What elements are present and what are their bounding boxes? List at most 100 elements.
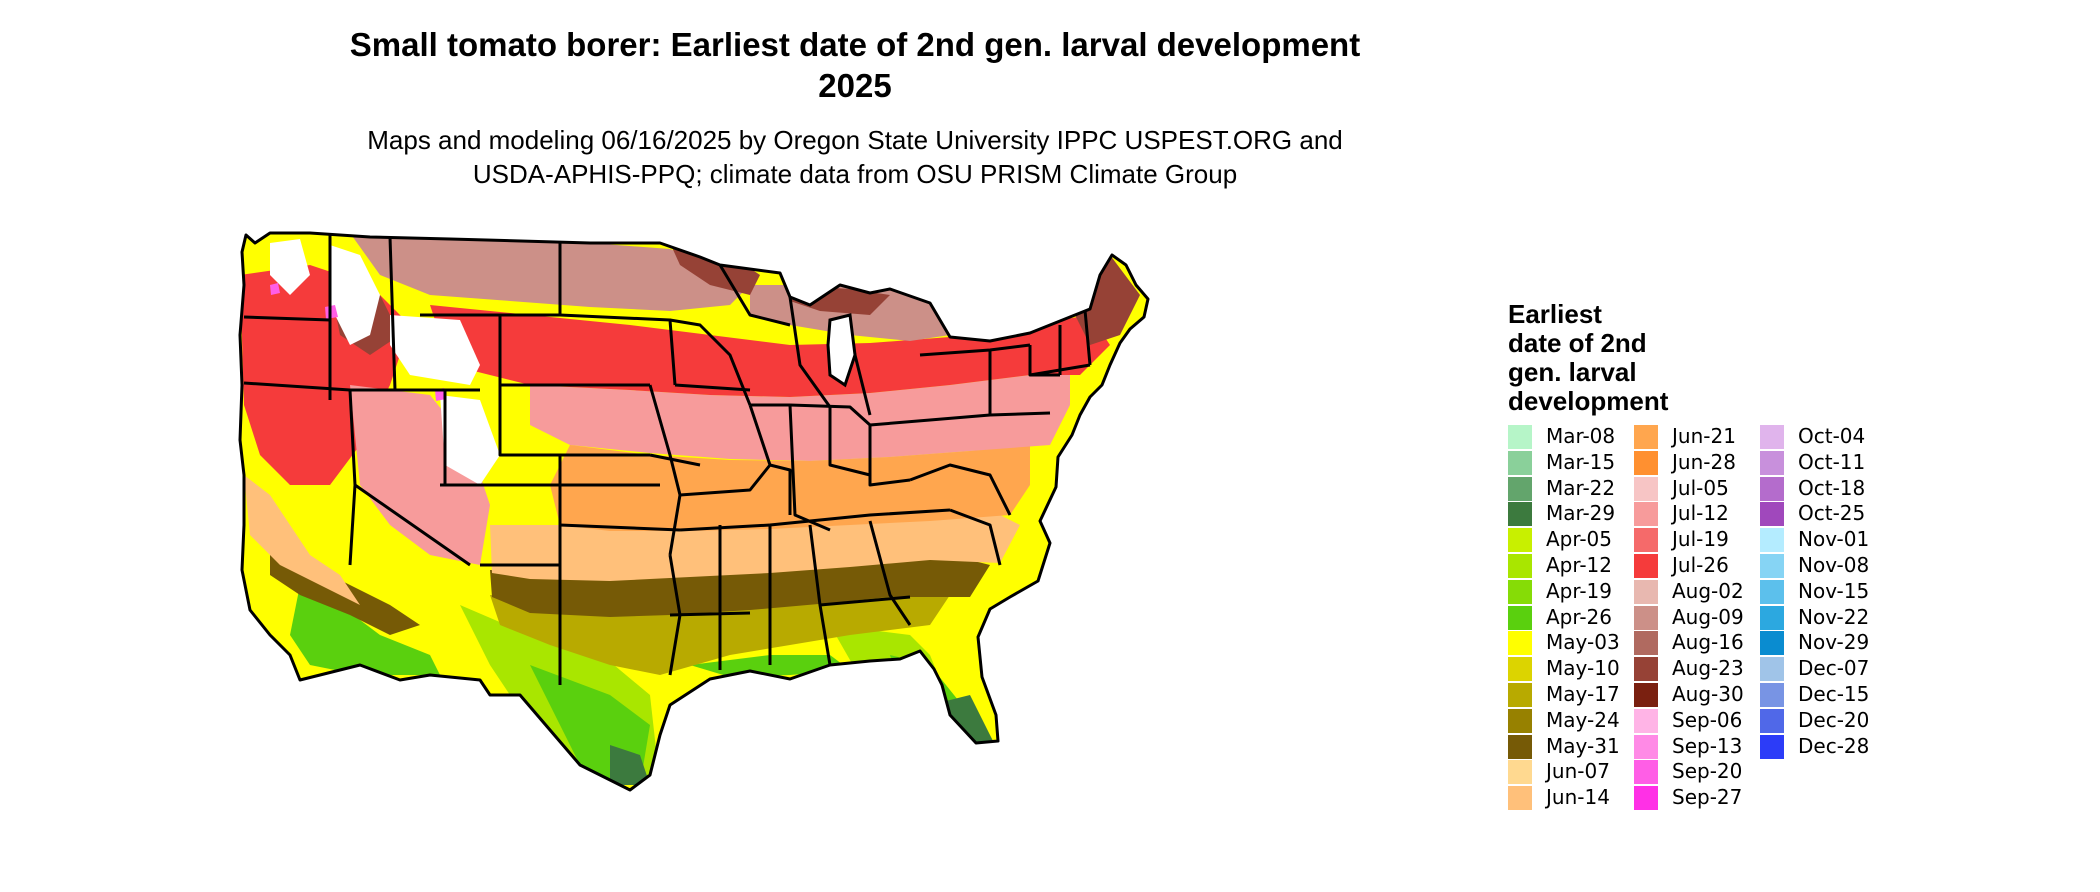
state-border-path	[868, 425, 911, 487]
legend-swatch	[1634, 502, 1658, 527]
state-border-path	[788, 296, 832, 408]
legend-item: Jul-26	[1634, 553, 1758, 578]
legend-swatch	[1760, 708, 1784, 733]
legend-label: May-17	[1546, 682, 1620, 706]
legend-item: Sep-06	[1634, 708, 1758, 733]
legend-label: Mar-22	[1546, 475, 1616, 500]
state-border-path	[679, 404, 772, 497]
zone-mountain-fringe-3	[270, 283, 280, 295]
legend-swatch	[1634, 605, 1658, 630]
legend-label: Dec-07	[1798, 656, 1870, 681]
legend-item: Apr-12	[1508, 553, 1632, 578]
legend-item: Jun-14	[1508, 785, 1632, 811]
state-border-path	[348, 484, 357, 566]
legend-item: Oct-11	[1760, 450, 1884, 475]
legend-item: Aug-30	[1634, 682, 1758, 707]
zone-west-coast-warm	[244, 475, 360, 605]
legend-swatch	[1634, 450, 1658, 475]
legend-item: Jun-07	[1508, 759, 1632, 785]
zone-mountains-cascade	[270, 239, 310, 295]
state-border-path	[989, 411, 1051, 417]
legend-item: Mar-08	[1508, 424, 1632, 449]
legend-swatch	[1508, 605, 1532, 630]
legend-item: Dec-28	[1760, 734, 1884, 759]
legend-item: Jul-05	[1634, 476, 1758, 501]
legend-label: Jun-28	[1672, 449, 1736, 474]
legend-item: Mar-29	[1508, 501, 1632, 527]
state-border-path	[648, 384, 682, 556]
lake-michigan	[826, 313, 857, 388]
legend-label: Nov-22	[1798, 604, 1870, 629]
legend-label: Mar-08	[1546, 424, 1616, 448]
legend-swatch	[1634, 657, 1658, 682]
state-border-path	[949, 508, 1002, 566]
map-title: Small tomato borer: Earliest date of 2nd…	[250, 24, 1460, 106]
legend-label: Aug-30	[1672, 682, 1744, 706]
legend-swatch	[1508, 554, 1532, 578]
legend-item: Oct-18	[1760, 476, 1884, 501]
state-border-path	[718, 264, 791, 327]
legend-title-line: Earliest	[1508, 299, 1602, 329]
state-border-path	[669, 318, 752, 406]
legend-item: Nov-22	[1760, 605, 1884, 630]
legend-label: Nov-29	[1798, 630, 1870, 655]
map-subtitle: Maps and modeling 06/16/2025 by Oregon S…	[250, 123, 1460, 191]
legend-item: May-31	[1508, 734, 1632, 759]
legend-item: Nov-01	[1760, 527, 1884, 553]
legend-swatch	[1634, 554, 1658, 578]
title-line-1: Small tomato borer: Earliest date of 2nd…	[349, 26, 1361, 63]
legend-label: Aug-23	[1672, 656, 1744, 681]
legend-item: Dec-15	[1760, 682, 1884, 707]
legend-title-line: gen. larval	[1508, 357, 1637, 387]
state-border-path	[238, 231, 1150, 792]
legend-label: Sep-06	[1672, 707, 1743, 732]
zone-mountains-wyoming	[390, 315, 480, 385]
legend-swatch	[1760, 734, 1784, 759]
legend-label: May-31	[1546, 733, 1620, 758]
legend-swatch	[1508, 528, 1532, 553]
state-border-path	[669, 611, 751, 617]
state-border-path	[769, 508, 951, 527]
state-border-path	[819, 595, 911, 607]
legend-label: Jun-21	[1672, 424, 1736, 448]
legend-swatch	[1760, 579, 1784, 604]
legend-item: Jun-21	[1634, 424, 1758, 449]
legend-item: Mar-22	[1508, 476, 1632, 501]
legend-item: Sep-27	[1634, 785, 1758, 811]
legend-swatch	[1634, 476, 1658, 501]
legend-swatch	[1508, 631, 1532, 656]
state-border-path	[769, 463, 792, 515]
state-border-path	[789, 403, 872, 427]
legend-label: Dec-28	[1798, 733, 1870, 758]
legend-swatch	[1760, 425, 1784, 449]
legend-item: Jul-12	[1634, 501, 1758, 527]
legend-item: Nov-08	[1760, 553, 1884, 578]
state-border-path	[243, 381, 351, 392]
legend-label: Oct-04	[1798, 424, 1866, 448]
legend-swatch	[1634, 631, 1658, 656]
legend-swatch	[1760, 476, 1784, 501]
state-border-path	[679, 523, 771, 532]
legend-label: Oct-18	[1798, 475, 1866, 500]
legend-swatch	[1508, 734, 1532, 759]
state-border-path	[1083, 309, 1092, 366]
legend-swatch	[1634, 708, 1658, 733]
legend-item: Nov-29	[1760, 630, 1884, 656]
legend-item: Oct-04	[1760, 424, 1884, 449]
zone-northern-edge-mn	[670, 243, 760, 295]
legend-label: Mar-15	[1546, 449, 1616, 474]
legend-item: May-03	[1508, 630, 1632, 656]
legend-swatch	[1634, 425, 1658, 449]
legend-swatch	[1634, 683, 1658, 707]
legend-label: Apr-26	[1546, 604, 1612, 629]
legend-item: Aug-23	[1634, 656, 1758, 682]
legend-swatch	[1634, 786, 1658, 811]
zone-desert-green	[290, 585, 440, 675]
legend-label: Jul-12	[1672, 501, 1729, 526]
legend-swatch	[1634, 760, 1658, 785]
legend-swatch	[1760, 631, 1784, 656]
legend-item: Dec-20	[1760, 708, 1884, 733]
legend-item: May-17	[1508, 682, 1632, 707]
subtitle-line-2: USDA-APHIS-PPQ; climate data from OSU PR…	[472, 159, 1238, 189]
legend-swatch	[1508, 683, 1532, 707]
